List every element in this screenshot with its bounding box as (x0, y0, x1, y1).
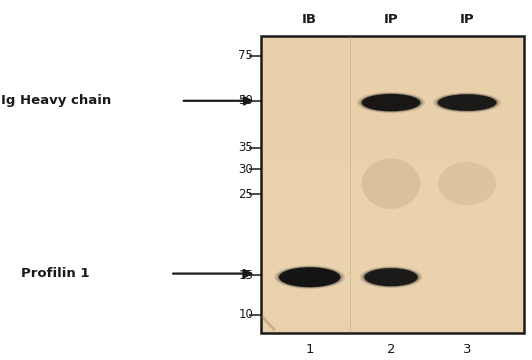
Text: 50: 50 (238, 94, 253, 107)
Ellipse shape (278, 267, 341, 288)
Text: 25: 25 (238, 188, 253, 201)
Ellipse shape (359, 93, 423, 112)
Text: 10: 10 (238, 309, 253, 321)
Text: Ig Heavy chain: Ig Heavy chain (1, 94, 111, 107)
Text: 15: 15 (238, 269, 253, 282)
Text: 75: 75 (238, 49, 253, 62)
Ellipse shape (357, 92, 425, 113)
Text: 30: 30 (238, 163, 253, 176)
Ellipse shape (438, 162, 496, 205)
Text: IB: IB (302, 13, 317, 26)
Ellipse shape (362, 158, 420, 209)
Text: Profilin 1: Profilin 1 (21, 267, 90, 280)
Ellipse shape (362, 94, 420, 111)
Ellipse shape (433, 93, 501, 113)
Ellipse shape (361, 94, 421, 112)
Text: 2: 2 (387, 343, 395, 356)
Ellipse shape (362, 267, 420, 287)
Text: 3: 3 (463, 343, 471, 356)
Ellipse shape (364, 268, 418, 286)
Text: IP: IP (460, 13, 475, 26)
Bar (266, 162, 519, 326)
Ellipse shape (363, 268, 419, 287)
Text: 35: 35 (238, 141, 253, 154)
Text: 1: 1 (305, 343, 314, 356)
Ellipse shape (277, 266, 343, 288)
Ellipse shape (438, 94, 496, 111)
Ellipse shape (275, 265, 345, 289)
Text: IP: IP (384, 13, 398, 26)
Bar (261, 36, 524, 333)
Ellipse shape (437, 94, 497, 111)
Ellipse shape (435, 93, 499, 112)
Ellipse shape (360, 266, 422, 288)
Ellipse shape (279, 267, 340, 287)
